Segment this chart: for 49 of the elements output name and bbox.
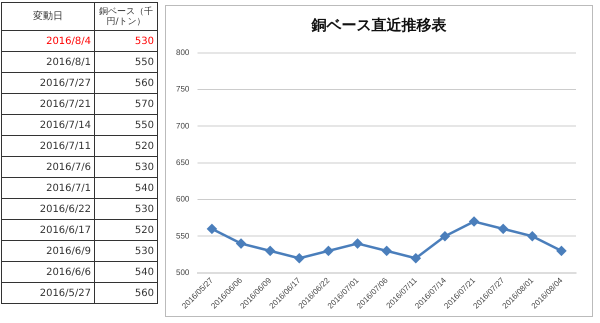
- category-label: 2016/7/27: [2, 72, 94, 94]
- category-label: 2016/7/21: [2, 94, 94, 114]
- category-label: 2016/6/22: [2, 198, 94, 220]
- point: [294, 253, 304, 263]
- category-label: 2016/6/9: [2, 240, 94, 262]
- chart-title: 銅ベース直近推移表: [310, 16, 448, 35]
- category-label: 2016/7/11: [2, 136, 94, 156]
- text: 銅ベース（千円/トン）: [94, 2, 158, 30]
- data-label: 520: [94, 220, 158, 240]
- category-label: 2016/5/27: [2, 282, 94, 304]
- category-label: 2016/6/6: [2, 262, 94, 282]
- category-label: 2016/8/1: [2, 52, 94, 72]
- y-tick-label: 700: [176, 121, 190, 130]
- data-label: 530: [94, 198, 158, 220]
- point: [469, 216, 479, 226]
- point: [352, 238, 362, 248]
- text: 変動日: [2, 2, 94, 30]
- y-tick-label: 550: [176, 231, 190, 240]
- point: [411, 253, 421, 263]
- point: [556, 246, 566, 256]
- point: [440, 231, 450, 241]
- point: [382, 246, 392, 256]
- data-label: 530: [94, 156, 158, 178]
- data-label: 520: [94, 136, 158, 156]
- point: [498, 224, 508, 234]
- y-tick-label: 800: [176, 48, 190, 58]
- category-label: 2016/7/1: [2, 178, 94, 198]
- y-tick-label: 650: [176, 158, 190, 168]
- data-label: 570: [94, 94, 158, 114]
- category-label: 2016/7/6: [2, 156, 94, 178]
- point: [207, 224, 217, 234]
- point: [528, 231, 538, 241]
- y-tick-label: 600: [176, 194, 190, 204]
- data-label: 560: [94, 282, 158, 304]
- category-label: 2016/6/17: [2, 220, 94, 240]
- category-label: 2016/8/4: [2, 30, 94, 52]
- y-tick-label: 500: [176, 268, 190, 278]
- data-label: 530: [94, 240, 158, 262]
- data-label: 560: [94, 72, 158, 94]
- data-label: 540: [94, 262, 158, 282]
- data-label: 550: [94, 114, 158, 136]
- point: [324, 246, 334, 256]
- y-tick-label: 750: [176, 84, 190, 94]
- category-label: 2016/7/14: [2, 114, 94, 136]
- point: [236, 238, 246, 248]
- data-label: 550: [94, 52, 158, 72]
- data-label: 530: [94, 30, 158, 52]
- point: [265, 246, 275, 256]
- data-label: 540: [94, 178, 158, 198]
